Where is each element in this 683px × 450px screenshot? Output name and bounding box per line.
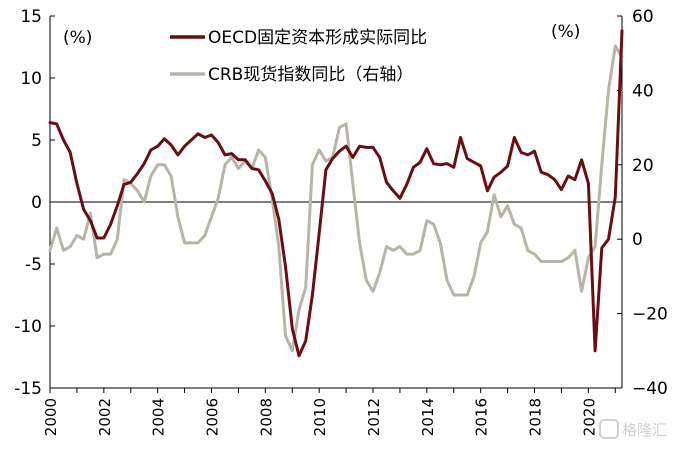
right-tick-label: 0 (632, 230, 643, 250)
right-tick-label: 60 (632, 7, 654, 27)
left-tick-label: -15 (14, 379, 42, 399)
left-tick-label: -5 (25, 255, 42, 275)
legend: OECD固定资本形成实际同比 CRB现货指数同比（右轴） (170, 28, 427, 85)
x-tick-label: 2008 (257, 398, 275, 436)
x-tick-label: 2010 (311, 398, 329, 436)
x-tick-label: 2012 (365, 398, 383, 436)
crb-series-line (48, 44, 624, 353)
x-tick-label: 2016 (473, 398, 491, 436)
x-tick-label: 2018 (527, 398, 545, 436)
x-tick-label: 2002 (96, 398, 114, 436)
x-tick-label: 2006 (204, 398, 222, 436)
left-tick-label: -10 (14, 317, 42, 337)
x-tick-label: 2000 (42, 398, 60, 436)
right-tick-label: 20 (632, 156, 654, 176)
x-tick-label: 2014 (419, 398, 437, 436)
oecd-series-line (48, 29, 624, 358)
x-tick-label: 2004 (150, 398, 168, 436)
right-unit-label: (%) (551, 22, 580, 42)
axis-labels: 15 10 5 0 -5 -10 -15 60 40 20 0 −20 −40 2000 2002 2004 2… (14, 7, 668, 436)
x-tick-label: 2020 (580, 398, 598, 436)
legend-label: CRB现货指数同比（右轴） (208, 65, 413, 85)
watermark-logo-icon (599, 419, 619, 439)
right-tick-label: −40 (632, 379, 668, 399)
right-tick-label: −20 (632, 305, 668, 325)
left-tick-label: 0 (31, 193, 42, 213)
watermark: 格隆汇 (599, 419, 667, 439)
legend-label: OECD固定资本形成实际同比 (208, 28, 427, 48)
left-tick-label: 10 (20, 69, 42, 89)
series-lines (48, 29, 624, 358)
watermark-logo: 格隆汇 (599, 419, 667, 439)
left-tick-label: 5 (31, 131, 42, 151)
left-tick-label: 15 (20, 7, 42, 27)
watermark-label: 格隆汇 (622, 421, 667, 439)
left-unit-label: (%) (63, 28, 92, 48)
right-tick-label: 40 (632, 81, 654, 101)
